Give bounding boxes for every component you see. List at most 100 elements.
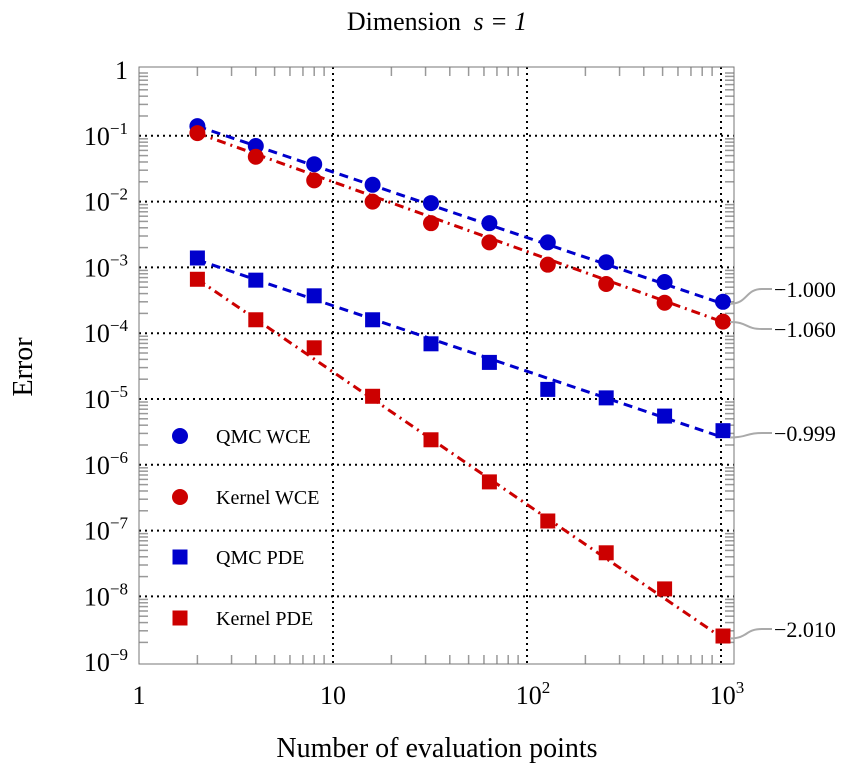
- y-tick-label: 10−3: [84, 250, 128, 282]
- grid: [139, 67, 734, 664]
- data-point: [656, 273, 673, 290]
- tick-base: 10: [84, 385, 110, 414]
- y-tick-label: 10−2: [84, 185, 128, 217]
- tick-base: 10: [84, 122, 110, 151]
- data-point: [481, 234, 498, 251]
- data-point: [365, 312, 381, 328]
- fit-line-qmc-wce: [196, 124, 724, 306]
- x-tick-label: 102: [516, 678, 551, 710]
- y-tick-label: 10−1: [84, 119, 128, 151]
- data-point: [715, 423, 731, 439]
- tick-base: 10: [320, 681, 346, 710]
- tick-exponent: −8: [110, 579, 128, 598]
- tick-base: 10: [84, 319, 110, 348]
- slope-label: −1.000: [774, 277, 836, 302]
- data-point: [598, 254, 615, 271]
- legend-marker: [172, 489, 188, 505]
- data-point: [189, 271, 205, 287]
- data-point: [248, 272, 264, 288]
- tick-exponent: −7: [110, 514, 129, 533]
- y-tick-label: 10−8: [84, 579, 128, 611]
- data-point: [481, 354, 497, 370]
- y-tick-label: 10−7: [84, 514, 129, 546]
- data-point: [247, 148, 264, 165]
- y-axis-label: Error: [8, 337, 39, 397]
- fit-line-qmc-pde: [196, 258, 724, 439]
- tick-exponent: −4: [110, 316, 129, 335]
- legend-marker: [172, 610, 188, 626]
- tick-exponent: 3: [736, 678, 745, 697]
- tick-exponent: −6: [110, 448, 128, 467]
- data-point: [365, 388, 381, 404]
- data-point: [598, 390, 614, 406]
- data-point: [481, 474, 497, 490]
- legend: QMC WCE Kernel WCE QMC PDE Kernel PDE: [172, 426, 320, 630]
- tick-base: 10: [84, 451, 110, 480]
- tick-base: 10: [84, 517, 110, 546]
- plot-frame: [138, 66, 735, 665]
- tick-exponent: 2: [542, 678, 551, 697]
- legend-marker: [172, 549, 188, 565]
- slope-labels: −1.000 −1.060 −0.999 −2.010: [729, 277, 836, 642]
- x-tick-label: 103: [710, 678, 745, 710]
- y-tick-label: 1: [115, 56, 128, 85]
- slope-label: −0.999: [774, 421, 836, 446]
- tick-exponent: −9: [110, 645, 128, 664]
- tick-base: 1: [115, 56, 128, 85]
- x-axis-label: Number of evaluation points: [276, 733, 597, 764]
- data-point: [306, 172, 323, 189]
- data-marks: [189, 118, 731, 644]
- tick-base: 10: [710, 681, 736, 710]
- data-point: [598, 275, 615, 292]
- legend-label: Kernel WCE: [216, 487, 320, 509]
- x-tick-label: 10: [320, 681, 346, 710]
- tick-exponent: −1: [110, 119, 128, 138]
- data-point: [423, 432, 439, 448]
- data-point: [248, 312, 264, 328]
- slope-label: −2.010: [774, 617, 836, 642]
- data-point: [657, 581, 673, 597]
- y-tick-label: 10−6: [84, 448, 128, 480]
- tick-base: 10: [84, 582, 110, 611]
- minor-ticks: [139, 67, 734, 664]
- tick-base: 10: [84, 253, 110, 282]
- data-point: [364, 176, 381, 193]
- data-point: [422, 215, 439, 232]
- data-point: [715, 628, 731, 644]
- slope-leader-line: [729, 432, 772, 439]
- tick-exponent: −2: [110, 185, 128, 204]
- data-point: [598, 545, 614, 561]
- data-point: [539, 256, 556, 273]
- tick-base: 10: [516, 681, 542, 710]
- tick-base: 10: [84, 648, 110, 677]
- x-tick-label: 1: [133, 681, 146, 710]
- data-point: [306, 156, 323, 173]
- fit-line-kernel-pde: [196, 278, 724, 640]
- chart-title: Dimension s = 1: [347, 7, 527, 36]
- y-tick-label: 10−5: [84, 382, 128, 414]
- data-point: [306, 288, 322, 304]
- data-point: [540, 513, 556, 529]
- legend-label: QMC WCE: [216, 426, 311, 448]
- tick-base: 10: [84, 188, 110, 217]
- data-point: [423, 336, 439, 352]
- y-tick-label: 10−9: [84, 645, 128, 677]
- legend-label: QMC PDE: [216, 547, 304, 569]
- data-point: [540, 381, 556, 397]
- legend-marker: [172, 428, 188, 444]
- legend-label: Kernel PDE: [216, 608, 313, 630]
- fit-lines: [196, 124, 724, 640]
- data-point: [657, 408, 673, 424]
- tick-exponent: −3: [110, 250, 128, 269]
- data-point: [422, 195, 439, 212]
- chart-title-text: Dimension: [347, 7, 461, 36]
- fit-line-kernel-wce: [196, 131, 724, 324]
- tick-base: 1: [133, 681, 146, 710]
- data-point: [714, 313, 731, 330]
- data-point: [364, 193, 381, 210]
- data-point: [189, 250, 205, 266]
- data-point: [656, 294, 673, 311]
- tick-labels: 110−110−210−310−410−510−610−710−810−91 10…: [84, 56, 744, 710]
- data-point: [539, 234, 556, 251]
